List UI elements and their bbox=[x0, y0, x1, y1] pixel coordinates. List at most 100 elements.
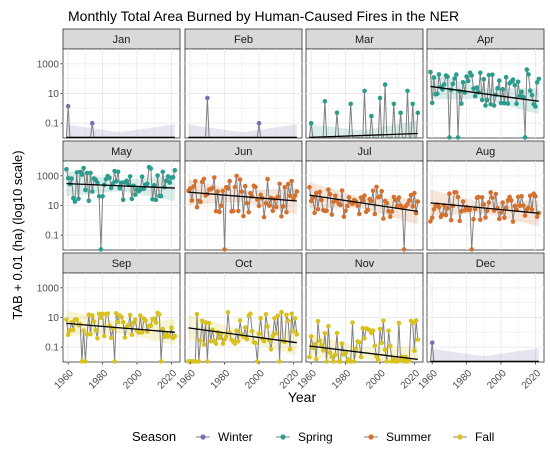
data-point bbox=[129, 332, 135, 338]
data-point bbox=[348, 101, 354, 107]
data-point bbox=[410, 204, 416, 209]
data-point bbox=[505, 198, 511, 203]
data-point bbox=[502, 215, 507, 220]
facet-label: Aug bbox=[476, 146, 496, 158]
data-point bbox=[362, 88, 367, 94]
trend-line bbox=[430, 85, 539, 102]
facet-label: Mar bbox=[355, 34, 374, 46]
data-point bbox=[153, 320, 159, 325]
chart-title: Monthly Total Area Burned by Human-Cause… bbox=[68, 8, 459, 24]
panel-jul: Jul bbox=[305, 140, 424, 252]
data-point bbox=[254, 359, 260, 364]
data-point bbox=[396, 320, 402, 326]
data-point bbox=[479, 195, 485, 200]
data-point bbox=[517, 93, 523, 99]
data-point bbox=[170, 175, 176, 180]
data-point bbox=[329, 212, 335, 217]
data-point bbox=[346, 195, 352, 200]
data-point bbox=[102, 333, 107, 339]
data-point bbox=[114, 311, 119, 316]
data-point bbox=[148, 166, 154, 171]
data-point bbox=[410, 101, 416, 107]
data-point bbox=[232, 341, 238, 346]
data-point bbox=[117, 186, 123, 191]
data-point bbox=[476, 194, 481, 200]
data-point bbox=[353, 346, 359, 352]
data-point bbox=[81, 328, 86, 334]
data-point bbox=[122, 335, 128, 340]
legend-title: Season bbox=[132, 429, 176, 444]
data-point bbox=[129, 196, 135, 202]
data-point bbox=[307, 184, 312, 190]
data-point bbox=[237, 318, 243, 323]
data-point bbox=[490, 72, 495, 77]
data-point bbox=[108, 185, 114, 191]
data-point bbox=[454, 72, 459, 77]
data-point bbox=[445, 206, 450, 211]
data-point bbox=[206, 321, 212, 326]
data-point bbox=[377, 194, 383, 199]
panel-oct: Oct 1960 1980 2000 2020 bbox=[174, 252, 303, 392]
data-point bbox=[308, 198, 314, 204]
data-point bbox=[279, 309, 284, 315]
data-point bbox=[193, 178, 198, 184]
data-point bbox=[253, 184, 258, 190]
x-tick-label: 1980 bbox=[87, 368, 111, 392]
data-point bbox=[285, 318, 291, 324]
panel-sep: Sep 0.1 10 1000 1960 1980 2000 2020 bbox=[37, 252, 181, 392]
data-point bbox=[365, 207, 371, 213]
data-point bbox=[469, 247, 475, 252]
data-point bbox=[495, 85, 500, 91]
data-point bbox=[148, 323, 154, 329]
data-point bbox=[96, 311, 102, 317]
data-point bbox=[381, 216, 386, 221]
data-point bbox=[136, 330, 141, 335]
x-axis-label: Year bbox=[288, 389, 317, 405]
trend-line bbox=[309, 194, 418, 213]
data-point bbox=[526, 205, 531, 210]
data-point bbox=[105, 311, 110, 316]
data-point bbox=[119, 315, 124, 320]
data-point bbox=[472, 93, 478, 99]
data-point bbox=[512, 82, 518, 88]
data-point bbox=[74, 317, 80, 322]
data-point bbox=[205, 359, 210, 364]
data-point bbox=[370, 188, 376, 194]
y-tick-label: 10 bbox=[48, 313, 60, 324]
trend-line bbox=[66, 182, 175, 189]
y-tick-label: 1000 bbox=[37, 171, 60, 182]
data-point bbox=[393, 197, 398, 203]
x-tick-label: 2000 bbox=[485, 368, 509, 392]
panel-aug: Aug bbox=[426, 140, 545, 252]
data-point bbox=[172, 333, 178, 339]
data-point bbox=[218, 203, 224, 208]
data-point bbox=[158, 193, 164, 199]
data-point bbox=[163, 178, 169, 184]
data-point bbox=[384, 200, 390, 206]
data-point bbox=[275, 194, 281, 200]
trend-line bbox=[188, 191, 297, 202]
data-point bbox=[381, 318, 386, 323]
data-point bbox=[522, 135, 528, 140]
data-point bbox=[141, 186, 147, 192]
data-point bbox=[220, 188, 226, 194]
legend-label: Winter bbox=[218, 430, 253, 444]
data-point bbox=[115, 169, 121, 175]
data-point bbox=[294, 189, 300, 194]
data-point bbox=[261, 214, 267, 220]
data-point bbox=[280, 204, 286, 209]
data-point bbox=[289, 178, 295, 184]
data-point bbox=[500, 200, 506, 205]
data-point bbox=[379, 340, 385, 346]
data-point bbox=[198, 199, 203, 205]
facet-label: Dec bbox=[476, 258, 496, 270]
data-point bbox=[405, 88, 410, 94]
data-point bbox=[503, 74, 509, 80]
data-point bbox=[351, 359, 357, 364]
data-point bbox=[139, 174, 145, 179]
series-line bbox=[429, 191, 540, 250]
facet-panels: Jan 0.1 10 1000 Feb Mar Apr May 0.1 10 1000 Jun Jul A… bbox=[37, 28, 545, 392]
data-point bbox=[360, 198, 366, 203]
x-tick-label: 1980 bbox=[209, 368, 233, 392]
data-point bbox=[514, 101, 519, 106]
